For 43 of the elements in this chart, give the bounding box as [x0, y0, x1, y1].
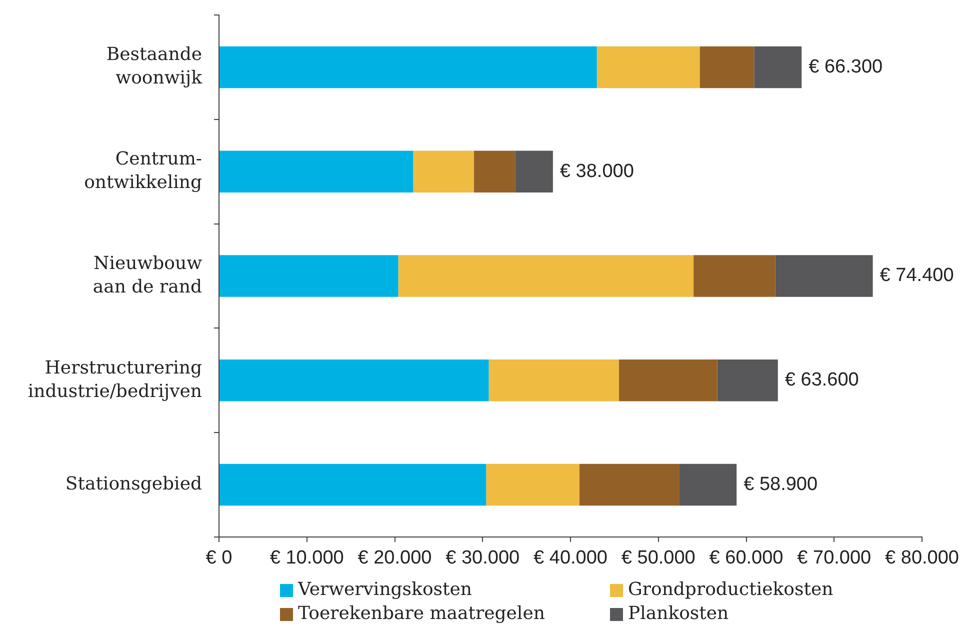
y-tick-label: Stationsgebied	[65, 473, 202, 494]
bar	[775, 255, 873, 297]
y-tick-label: Nieuwbouw aan de rand	[92, 252, 203, 298]
x-tick-label: € 80.000	[885, 548, 960, 569]
total-label: € 58.900	[744, 474, 818, 496]
bar	[220, 360, 489, 402]
bar	[486, 464, 580, 506]
bar	[488, 360, 619, 402]
x-tick-label: € 10.000	[270, 548, 344, 569]
bar	[220, 464, 486, 506]
y-tick-label: Centrum-ontwikkeling	[84, 148, 202, 193]
bar	[413, 150, 474, 192]
legend-label: Grondproductiekosten	[628, 578, 834, 602]
bar	[694, 255, 776, 297]
legend-label: Verwervingskosten	[298, 578, 472, 602]
y-tick-label: Bestaande woonwijk	[106, 44, 204, 89]
bar	[679, 464, 737, 506]
bar	[618, 360, 718, 402]
x-tick-label: € 30.000	[446, 548, 520, 569]
x-tick-label: € 40.000	[534, 548, 608, 569]
x-tick-label: € 20.000	[358, 548, 432, 569]
bar	[220, 255, 398, 297]
x-tick-label: € 60.000	[709, 548, 784, 569]
total-label: € 38.000	[560, 160, 634, 182]
x-tick-label: € 50.000	[621, 548, 696, 569]
total-label: € 66.300	[808, 56, 883, 78]
bar	[220, 46, 597, 88]
bar	[596, 46, 700, 88]
legend-label: Plankosten	[628, 602, 729, 626]
x-tick-label: € 0	[206, 548, 232, 569]
bar	[398, 255, 694, 297]
bar	[700, 46, 754, 88]
bar	[515, 150, 553, 192]
legend-label: Toerekenbare maatregelen	[298, 602, 545, 626]
bar	[717, 360, 778, 402]
bar	[754, 46, 802, 88]
total-label: € 63.600	[784, 370, 859, 391]
total-label: € 74.400	[880, 265, 954, 286]
bar	[579, 464, 680, 506]
y-tick-label: Herstructurering industrie/bedrijven	[28, 357, 202, 402]
bar	[220, 150, 414, 192]
x-tick-label: € 70.000	[797, 548, 872, 569]
bar	[474, 150, 516, 192]
